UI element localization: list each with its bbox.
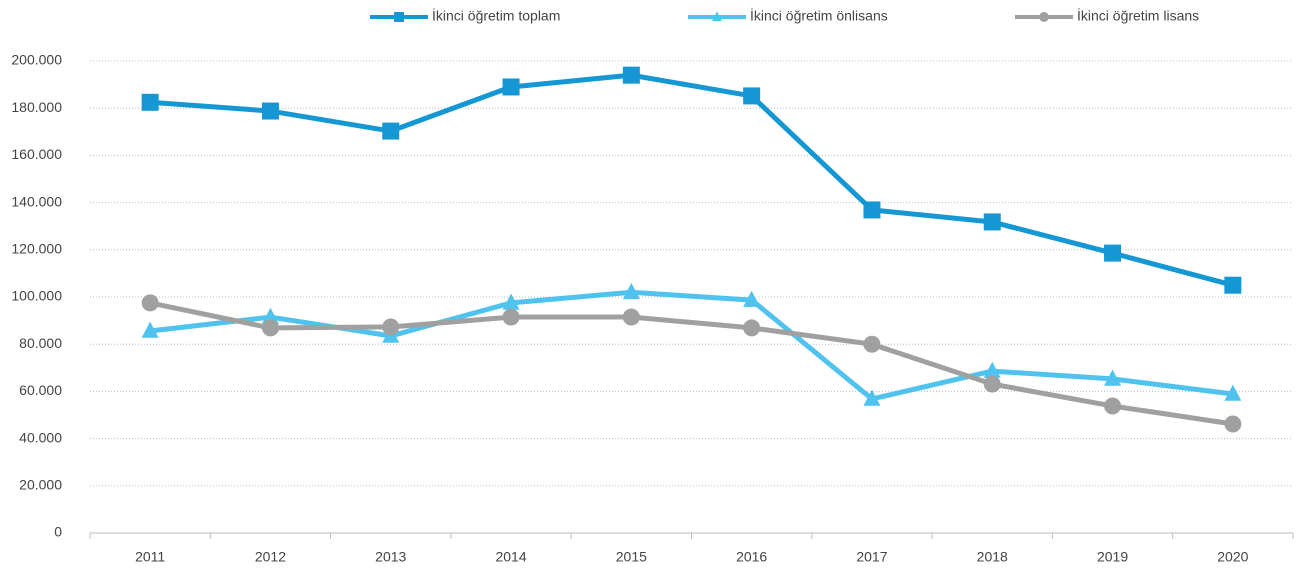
x-tick-label: 2013 <box>375 549 406 565</box>
series-line <box>149 289 1234 402</box>
x-tick-label: 2016 <box>736 549 767 565</box>
x-tick-label: 2012 <box>255 549 286 565</box>
series-line <box>149 300 1234 427</box>
data-point <box>1104 397 1122 415</box>
data-point <box>983 361 1001 378</box>
y-tick-label: 0 <box>54 524 62 540</box>
data-point <box>261 319 279 337</box>
data-point <box>261 102 279 120</box>
data-point <box>983 375 1001 393</box>
data-point <box>1224 276 1242 294</box>
y-tick-label: 100.000 <box>11 288 62 304</box>
data-point <box>502 293 520 310</box>
data-point <box>1104 244 1122 262</box>
y-tick-label: 180.000 <box>11 99 62 115</box>
data-point <box>141 294 159 312</box>
y-tick-label: 160.000 <box>11 146 62 162</box>
legend-label: İkinci öğretim önlisans <box>750 7 888 24</box>
data-point <box>1104 369 1122 386</box>
data-point <box>502 78 520 96</box>
data-point <box>1224 384 1242 401</box>
y-tick-label: 40.000 <box>19 429 62 445</box>
x-tick-label: 2015 <box>616 549 647 565</box>
data-point <box>743 319 761 337</box>
data-point <box>863 201 881 219</box>
x-tick-label: 2019 <box>1097 549 1128 565</box>
data-point <box>141 93 159 111</box>
legend-label: İkinci öğretim lisans <box>1077 7 1199 24</box>
data-point <box>622 308 640 326</box>
legend-marker <box>394 12 404 22</box>
data-point <box>382 318 400 336</box>
data-point <box>863 389 881 406</box>
x-tick-label: 2020 <box>1217 549 1248 565</box>
data-point <box>863 335 881 353</box>
data-point <box>743 290 761 307</box>
data-point <box>622 282 640 300</box>
y-tick-label: 200.000 <box>11 52 62 68</box>
data-point <box>743 87 761 105</box>
x-tick-label: 2014 <box>495 549 526 565</box>
x-tick-label: 2011 <box>135 549 165 565</box>
data-point <box>502 308 520 326</box>
data-point <box>622 66 640 84</box>
legend-marker <box>712 11 722 21</box>
y-tick-label: 20.000 <box>19 477 62 493</box>
data-point <box>261 307 279 324</box>
legend-marker <box>1039 12 1049 22</box>
y-tick-label: 80.000 <box>19 335 62 351</box>
data-point <box>983 213 1001 231</box>
x-tick-label: 2018 <box>977 549 1008 565</box>
legend-label: İkinci öğretim toplam <box>432 7 560 24</box>
y-tick-label: 120.000 <box>11 241 62 257</box>
data-point <box>141 321 159 338</box>
series-line <box>149 72 1234 288</box>
data-point <box>1224 415 1242 433</box>
y-tick-label: 140.000 <box>11 193 62 209</box>
data-point <box>382 122 400 140</box>
x-tick-label: 2017 <box>856 549 887 565</box>
y-tick-label: 60.000 <box>19 382 62 398</box>
